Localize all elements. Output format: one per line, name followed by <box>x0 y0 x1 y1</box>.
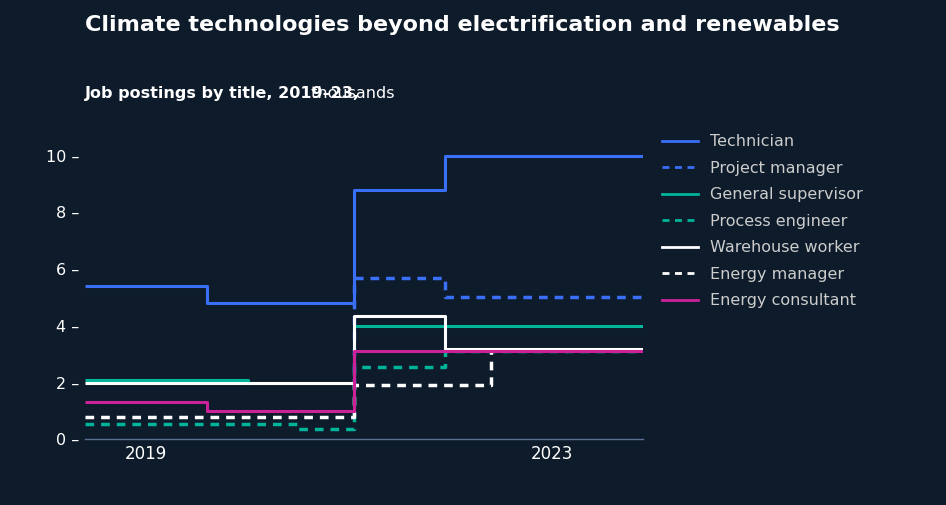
Text: thousands: thousands <box>306 86 394 101</box>
Text: Job postings by title, 2019–23,: Job postings by title, 2019–23, <box>85 86 360 101</box>
Text: Climate technologies beyond electrification and renewables: Climate technologies beyond electrificat… <box>85 15 840 35</box>
Legend: Technician, Project manager, General supervisor, Process engineer, Warehouse wor: Technician, Project manager, General sup… <box>662 134 863 309</box>
